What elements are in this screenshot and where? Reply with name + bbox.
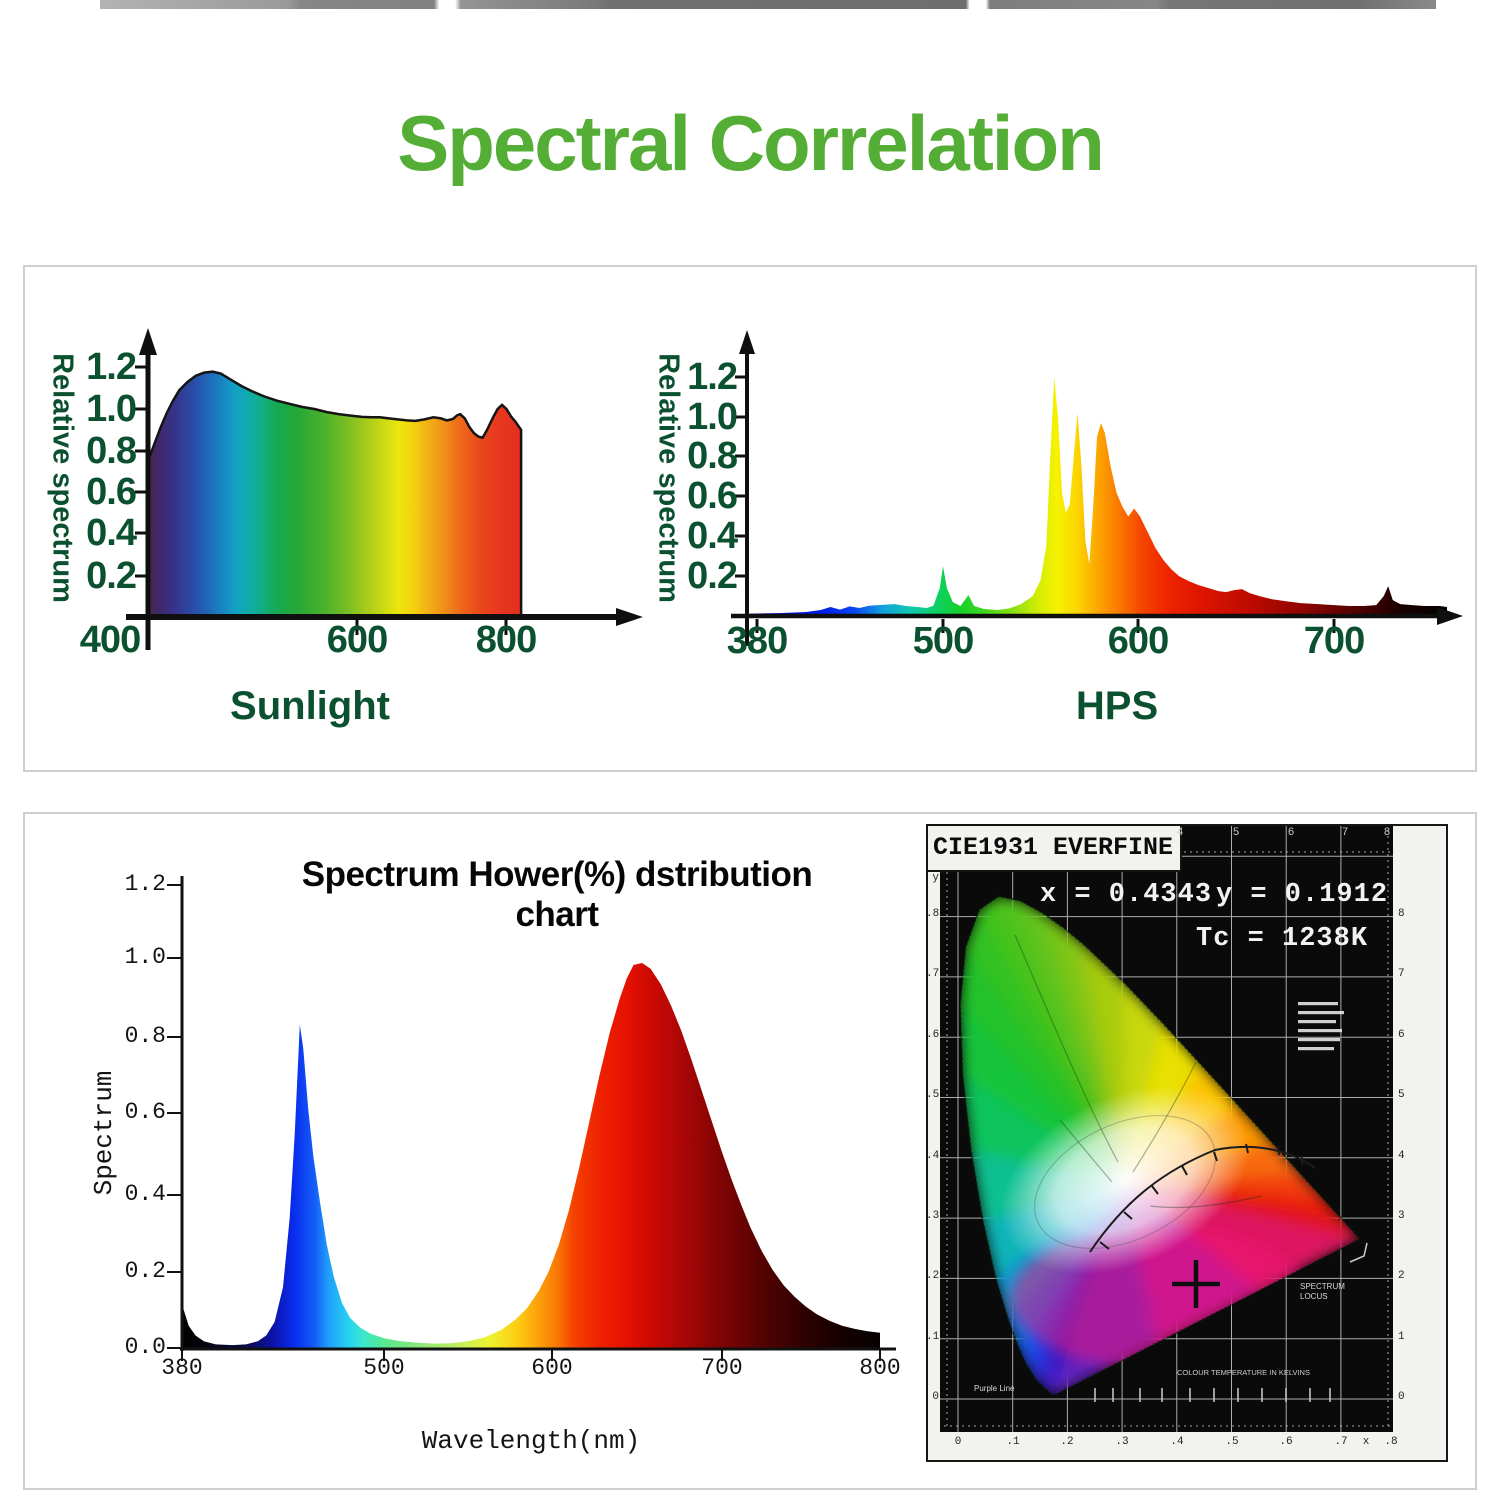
sunlight-xtick: 600 [326,619,388,661]
cie-left-tick: .1 [926,1331,940,1343]
led-xtick: 380 [161,1355,203,1381]
cie-scan-card [926,824,1448,1462]
hps-xtick: 500 [912,620,974,662]
cie-bottom-tick: .4 [1170,1436,1184,1448]
led-xlabel: Wavelength(nm) [421,1426,641,1456]
cie-left-tick: .2 [926,1270,940,1282]
cie-label-colour-temperature: COLOUR TEMPERATURE IN KELVINS [1177,1368,1310,1377]
cie-label-purple-line: Purple Line [974,1384,1015,1393]
cie-bottom-tick: .8 [1384,1436,1398,1448]
led-ytick: 1.2 [124,871,166,897]
sunlight-ytick: 1.0 [86,388,137,430]
cie-top-tick: 8 [1383,827,1391,839]
cie-left-tick: y [932,872,939,884]
hps-ytick: 1.2 [687,356,738,398]
led-ytick: 0.2 [124,1258,166,1284]
cie-left-tick: .6 [926,1029,940,1041]
cie-bottom-tick: 0 [954,1436,962,1448]
cie-bottom-tick: .2 [1060,1436,1074,1448]
cie-readout-x: x = 0.4343 [1040,880,1213,910]
led-xtick: 800 [859,1355,901,1381]
top-crop-strip [100,0,1436,9]
hps-ytick: 0.8 [687,435,738,477]
led-ytick: 0.8 [124,1023,166,1049]
sunlight-ytick: 1.2 [86,346,137,388]
cie-top-tick: 6 [1287,827,1295,839]
sunlight-ytick: 0.8 [86,430,137,472]
led-chart-title: Spectrum Hower(%) dstribution chart [301,855,813,934]
hps-ylabel: Relative spectrum [652,353,685,603]
cie-right-tick: 0 [1398,1391,1405,1403]
hps-xtick: 700 [1303,620,1365,662]
cie-top-tick: 7 [1341,827,1349,839]
cie-right-tick: 3 [1398,1210,1405,1222]
cie-bottom-tick: .5 [1225,1436,1239,1448]
sunlight-caption: Sunlight [230,684,390,728]
led-ytick: 0.4 [124,1181,166,1207]
hps-ytick: 0.6 [687,475,738,517]
cie-right-tick: 5 [1398,1089,1405,1101]
sunlight-xtick: 800 [475,619,537,661]
cie-readout-y: y = 0.1912 [1216,880,1389,910]
cie-right-tick: 1 [1398,1331,1405,1343]
cie-right-tick: 8 [1398,908,1405,920]
cie-left-tick: .3 [926,1210,940,1222]
hps-ytick: 1.0 [687,396,738,438]
led-ytick: 1.0 [124,944,166,970]
led-xtick: 500 [363,1355,405,1381]
sunlight-xtick: 400 [79,619,141,661]
cie-left-tick: .4 [926,1150,940,1162]
cie-right-tick: 6 [1398,1029,1405,1041]
cie-left-tick: .7 [926,968,940,980]
sunlight-ytick: 0.4 [86,512,137,554]
cie-left-tick: .8 [926,908,940,920]
cie-right-tick: 4 [1398,1150,1405,1162]
led-ylabel: Spectrum [89,1070,119,1196]
cie-bottom-tick: x [1362,1436,1370,1448]
hps-ytick: 0.4 [687,515,738,557]
cie-readout-tc: Tc = 1238K [1196,924,1369,954]
cie-right-tick: 2 [1398,1270,1405,1282]
cie-top-tick: 5 [1232,827,1240,839]
sunlight-ytick: 0.2 [86,555,137,597]
led-ytick: 0.6 [124,1099,166,1125]
cie-right-tick: 7 [1398,968,1405,980]
cie-header: CIE1931 EVERFINE [926,824,1182,872]
hps-xtick: 600 [1107,620,1169,662]
hps-caption: HPS [1075,684,1159,728]
cie-bottom-tick: .6 [1279,1436,1293,1448]
cie-left-tick: 0 [932,1391,939,1403]
sunlight-ylabel: Relative spectrum [46,353,79,603]
led-xtick: 600 [531,1355,573,1381]
cie-label-spectrum-locus: SPECTRUM LOCUS [1300,1282,1345,1301]
page-title: Spectral Correlation [397,99,1105,187]
cie-left-tick: .5 [926,1089,940,1101]
hps-ytick: 0.2 [687,555,738,597]
hps-xtick: 380 [726,620,788,662]
sunlight-ytick: 0.6 [86,471,137,513]
cie-bottom-tick: .7 [1334,1436,1348,1448]
cie-bottom-tick: .3 [1115,1436,1129,1448]
led-xtick: 700 [701,1355,743,1381]
led-ytick: 0.0 [124,1334,166,1360]
cie-top-tick: 4 [1176,827,1184,839]
cie-bottom-tick: .1 [1006,1436,1020,1448]
